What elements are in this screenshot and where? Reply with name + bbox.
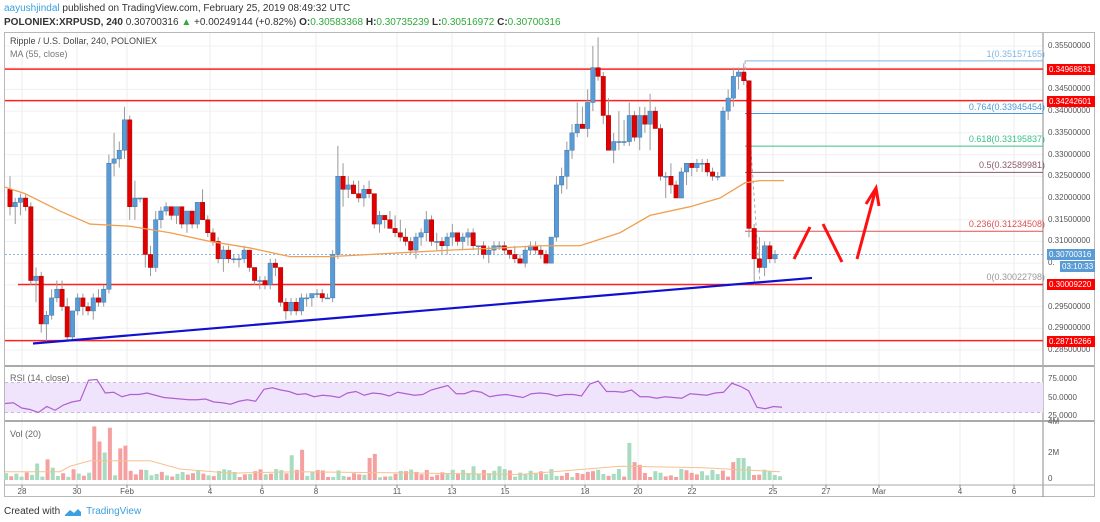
- horizontal-levels: [5, 68, 1043, 342]
- price-change: +0.00249144 (+0.82%): [194, 17, 297, 28]
- price-tick: 0.28500000: [1048, 345, 1091, 354]
- moving-average-line: [4, 179, 784, 258]
- fib-label: 0.764(0.33945454): [968, 101, 1045, 112]
- created-with-label: Created with: [4, 506, 61, 517]
- price-tick: 0.34500000: [1048, 84, 1091, 94]
- countdown-timer: 03:10:33: [1060, 261, 1095, 273]
- ma-legend[interactable]: MA (55, close): [10, 49, 68, 59]
- date-tick: 30: [72, 487, 82, 496]
- rsi-tick: 75.0000: [1048, 373, 1077, 383]
- price-tick: 0.29000000: [1048, 323, 1091, 333]
- footer: Created with TradingView: [4, 506, 141, 517]
- volume-legend[interactable]: Vol (20): [10, 429, 42, 439]
- trendline: [32, 276, 813, 345]
- high-label: H:: [365, 17, 377, 28]
- close-value: 0.30700316: [507, 17, 561, 28]
- fib-label: 0.5(0.32589981): [978, 160, 1045, 171]
- projection-arrows: [792, 183, 881, 263]
- open-label: O:: [299, 17, 311, 28]
- rsi-line: [4, 378, 783, 414]
- symbol-label: POLONIEX:XRPUSD, 240: [4, 17, 123, 28]
- volume-tick: 0: [1048, 474, 1053, 483]
- date-tick: 22: [687, 487, 697, 496]
- volume-tick: 2M: [1048, 448, 1060, 457]
- last-price: 0.30700316: [125, 17, 179, 28]
- candles: [7, 37, 778, 342]
- price-tick: 0.34000000: [1048, 106, 1091, 116]
- volume-bars: [4, 426, 782, 480]
- price-tag: 0.30700316: [1047, 249, 1095, 261]
- date-tick: 6: [259, 487, 265, 496]
- price-tick: 0.31000000: [1048, 236, 1091, 246]
- fib-label: 0.236(0.31234508): [968, 219, 1045, 230]
- publish-info: aayushjindal published on TradingView.co…: [4, 3, 350, 14]
- date-tick: 18: [580, 487, 590, 496]
- price-tick: 0.33500000: [1048, 127, 1091, 137]
- fibonacci-levels: [744, 60, 1043, 285]
- rsi-tick: 50.0000: [1048, 392, 1077, 402]
- price-tick: 0.29500000: [1048, 301, 1091, 311]
- date-tick: Mar: [872, 487, 886, 496]
- price-tag: 0.28716266: [1047, 335, 1095, 347]
- date-tick: 11: [392, 487, 402, 496]
- fib-label: 1(0.35157165): [986, 48, 1045, 59]
- volume-tick: 4M: [1048, 417, 1060, 426]
- chart-title: Ripple / U.S. Dollar, 240, POLONIEX: [10, 36, 158, 46]
- fib-label: 0(0.30022798): [986, 271, 1045, 282]
- price-tag: 0.30009220: [1047, 279, 1095, 291]
- tradingview-logo-icon: [65, 508, 82, 516]
- date-tick: 15: [500, 487, 510, 496]
- date-tick: Feb: [120, 487, 134, 496]
- price-tick: 0.33000000: [1048, 149, 1091, 159]
- price-tick: 0.35500000: [1048, 41, 1091, 50]
- date-tick: 25: [768, 487, 778, 496]
- tradingview-link[interactable]: TradingView: [86, 506, 142, 517]
- fib-label: 0.618(0.33195837): [968, 134, 1045, 145]
- price-tag: 0.34242601: [1047, 95, 1095, 107]
- close-label: C:: [497, 17, 508, 28]
- rsi-legend[interactable]: RSI (14, close): [10, 373, 70, 383]
- date-tick: 6: [1011, 487, 1017, 496]
- symbol-info: POLONIEX:XRPUSD, 240 0.30700316 ▲ +0.002…: [4, 17, 561, 28]
- date-tick: 4: [957, 487, 963, 496]
- publish-text: published on TradingView.com, February 2…: [62, 3, 351, 14]
- price-tick: 0.31500000: [1048, 214, 1091, 224]
- date-tick: 4: [207, 487, 213, 496]
- date-tick: 8: [313, 487, 319, 496]
- pane-dividers: [5, 365, 1094, 488]
- rsi-tick: 25.0000: [1048, 411, 1077, 421]
- low-label: L:: [432, 17, 442, 28]
- low-value: 0.30516972: [441, 17, 495, 28]
- date-tick: 13: [447, 487, 457, 496]
- open-value: 0.30583368: [310, 17, 364, 28]
- grid: [5, 33, 1044, 497]
- high-value: 0.30735239: [376, 17, 430, 28]
- author-link[interactable]: aayushjindal: [4, 3, 60, 14]
- date-tick: 27: [821, 487, 831, 496]
- date-tick: 28: [17, 487, 27, 496]
- price-tick: 0.: [1048, 258, 1055, 268]
- date-tick: 20: [633, 487, 643, 496]
- price-tag: 0.34968831: [1047, 64, 1095, 76]
- up-arrow-icon: ▲: [181, 17, 192, 28]
- price-tick: 0.32000000: [1048, 193, 1091, 202]
- price-tick: 0.32500000: [1048, 171, 1091, 181]
